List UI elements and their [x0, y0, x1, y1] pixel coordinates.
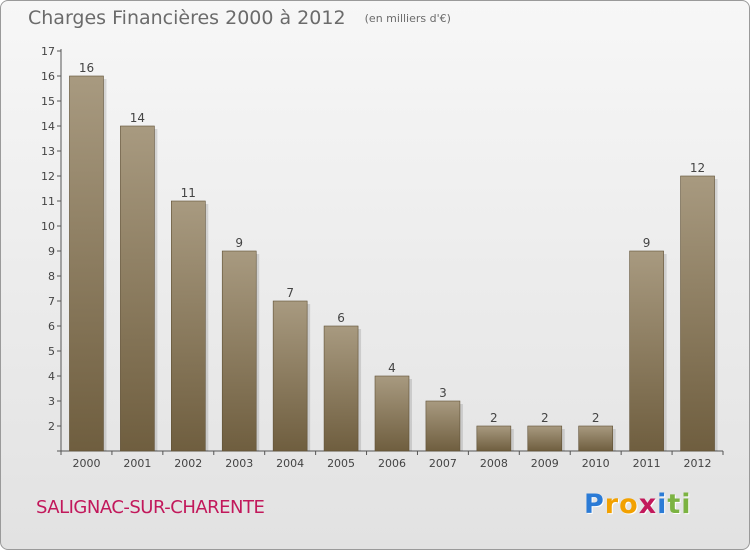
- logo-letter: r: [604, 489, 620, 520]
- bar: [323, 325, 359, 452]
- bar-value-label: 9: [643, 236, 651, 250]
- y-tick-label: 17: [41, 45, 55, 58]
- bar: [629, 250, 664, 452]
- x-tick-label: 2001: [123, 457, 151, 470]
- bar-value-label: 14: [130, 111, 145, 125]
- bar-value-label: 2: [592, 411, 600, 425]
- bar-value-label: 4: [388, 361, 396, 375]
- x-tick-label: 2004: [276, 457, 304, 470]
- x-tick-label: 2003: [225, 457, 253, 470]
- bar-value-label: 11: [181, 186, 196, 200]
- y-tick-label: 16: [41, 70, 55, 83]
- proxiti-logo: Proxiti: [584, 489, 692, 520]
- bar: [527, 425, 563, 452]
- bar-value-label: 7: [286, 286, 294, 300]
- y-tick-label: 8: [48, 270, 55, 283]
- y-tick-label: 15: [41, 95, 55, 108]
- y-tick-label: 3: [48, 395, 55, 408]
- logo-letter: P: [584, 489, 605, 520]
- bar-value-label: 12: [690, 161, 705, 175]
- bar: [425, 400, 461, 452]
- bar: [69, 75, 104, 452]
- x-tick-label: 2010: [582, 457, 610, 470]
- x-tick-label: 2000: [72, 457, 100, 470]
- x-tick-label: 2009: [531, 457, 559, 470]
- y-tick-label: 10: [41, 220, 55, 233]
- x-tick-label: 2011: [633, 457, 661, 470]
- bar-value-label: 3: [439, 386, 447, 400]
- logo-letter: t: [667, 489, 682, 520]
- chart-title: Charges Financières 2000 à 2012: [28, 7, 346, 29]
- bar-value-label: 9: [235, 236, 243, 250]
- y-tick-label: 13: [41, 145, 55, 158]
- bar-value-label: 6: [337, 311, 345, 325]
- x-tick-label: 2005: [327, 457, 355, 470]
- bar-value-label: 16: [79, 61, 94, 75]
- y-tick-label: 9: [48, 245, 55, 258]
- logo-letter: i: [681, 489, 692, 520]
- logo-letter: x: [638, 489, 658, 520]
- y-tick-label: 6: [48, 320, 55, 333]
- x-tick-label: 2008: [480, 457, 508, 470]
- bar: [680, 175, 715, 452]
- bar: [578, 425, 613, 452]
- chart-subtitle: (en milliers d'€): [364, 12, 451, 25]
- y-tick-label: 11: [41, 195, 55, 208]
- x-tick-label: 2006: [378, 457, 406, 470]
- bar: [171, 200, 206, 452]
- bar: [221, 250, 257, 452]
- bar-value-label: 2: [541, 411, 549, 425]
- x-tick-label: 2007: [429, 457, 457, 470]
- y-tick-label: 5: [48, 345, 55, 358]
- x-tick-label: 2012: [684, 457, 712, 470]
- y-tick-label: 2: [48, 420, 55, 433]
- y-tick-label: 14: [41, 120, 55, 133]
- bar: [476, 425, 512, 452]
- title-row: Charges Financières 2000 à 2012 (en mill…: [28, 7, 451, 29]
- y-tick-label: 4: [48, 370, 55, 383]
- logo-letter: i: [657, 489, 668, 520]
- logo-letter: o: [619, 489, 639, 520]
- bar: [272, 300, 308, 452]
- y-tick-label: 12: [41, 170, 55, 183]
- bar: [120, 125, 155, 452]
- bar: [374, 375, 410, 452]
- x-tick-label: 2002: [174, 457, 202, 470]
- bar-value-label: 2: [490, 411, 498, 425]
- commune-name: SALIGNAC-SUR-CHARENTE: [36, 497, 265, 518]
- y-tick-label: 7: [48, 295, 55, 308]
